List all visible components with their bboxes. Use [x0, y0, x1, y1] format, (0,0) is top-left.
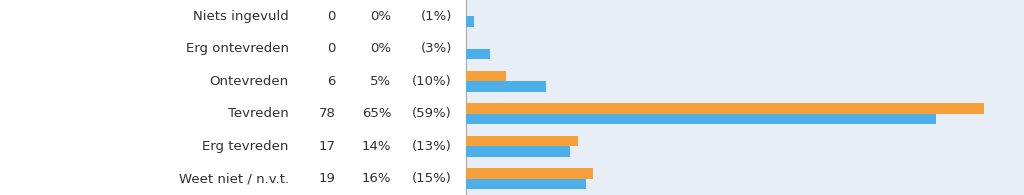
Bar [466, 136, 578, 146]
Text: 78: 78 [318, 107, 336, 120]
Text: (15%): (15%) [412, 172, 452, 185]
Text: (10%): (10%) [413, 75, 452, 88]
Text: 0: 0 [327, 42, 336, 55]
Text: 0%: 0% [371, 42, 391, 55]
Text: 19: 19 [318, 172, 336, 185]
Text: 0: 0 [327, 10, 336, 23]
Text: 65%: 65% [361, 107, 391, 120]
Bar [466, 81, 546, 92]
Text: 0%: 0% [371, 10, 391, 23]
Text: (3%): (3%) [421, 42, 452, 55]
Text: (59%): (59%) [413, 107, 452, 120]
Text: 5%: 5% [371, 75, 391, 88]
Bar [466, 179, 586, 189]
Text: Ontevreden: Ontevreden [210, 75, 289, 88]
Bar [466, 16, 474, 27]
Text: Weet niet / n.v.t.: Weet niet / n.v.t. [179, 172, 289, 185]
Bar [466, 71, 506, 81]
Text: Niets ingevuld: Niets ingevuld [194, 10, 289, 23]
Text: Tevreden: Tevreden [228, 107, 289, 120]
Text: 17: 17 [318, 140, 336, 153]
Bar [466, 49, 489, 59]
Text: 14%: 14% [361, 140, 391, 153]
Text: Erg tevreden: Erg tevreden [203, 140, 289, 153]
Text: 6: 6 [327, 75, 336, 88]
Text: 16%: 16% [361, 172, 391, 185]
Bar [466, 168, 594, 179]
Text: (13%): (13%) [412, 140, 452, 153]
Bar [466, 146, 569, 157]
Bar [466, 114, 936, 124]
Bar [466, 103, 984, 114]
Text: Erg ontevreden: Erg ontevreden [186, 42, 289, 55]
Text: (1%): (1%) [421, 10, 452, 23]
